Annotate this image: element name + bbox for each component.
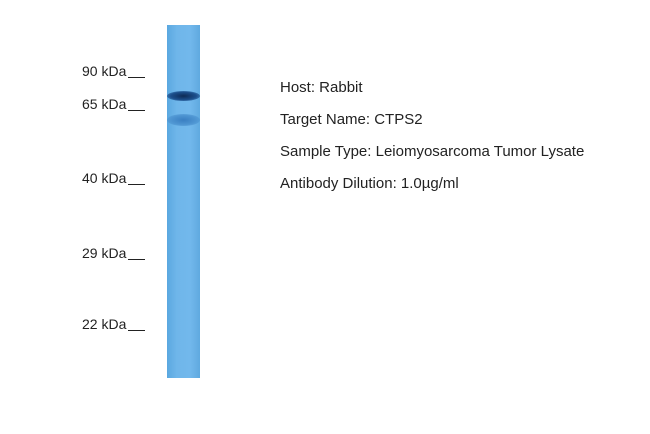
host-label: Host: Rabbit xyxy=(280,79,363,96)
antibody-dilution-label: Antibody Dilution: 1.0µg/ml xyxy=(280,175,459,192)
marker-label: 29 kDa xyxy=(82,245,127,261)
marker-label: 22 kDa xyxy=(82,316,127,332)
marker-90: 90 kDa xyxy=(82,63,146,79)
marker-tick xyxy=(128,259,146,260)
sample-type-label: Sample Type: Leiomyosarcoma Tumor Lysate xyxy=(280,143,585,160)
marker-label: 65 kDa xyxy=(82,96,127,112)
target-name-label: Target Name: CTPS2 xyxy=(280,111,423,128)
marker-22: 22 kDa xyxy=(82,316,146,332)
marker-tick xyxy=(128,77,146,78)
marker-tick xyxy=(128,110,146,111)
protein-band-weak xyxy=(167,114,200,126)
marker-65: 65 kDa xyxy=(82,96,146,112)
marker-tick xyxy=(128,184,146,185)
marker-40: 40 kDa xyxy=(82,170,146,186)
marker-29: 29 kDa xyxy=(82,245,146,261)
marker-label: 90 kDa xyxy=(82,63,127,79)
marker-tick xyxy=(128,330,146,331)
blot-lane xyxy=(167,25,200,378)
protein-band-strong xyxy=(167,91,200,101)
marker-label: 40 kDa xyxy=(82,170,127,186)
